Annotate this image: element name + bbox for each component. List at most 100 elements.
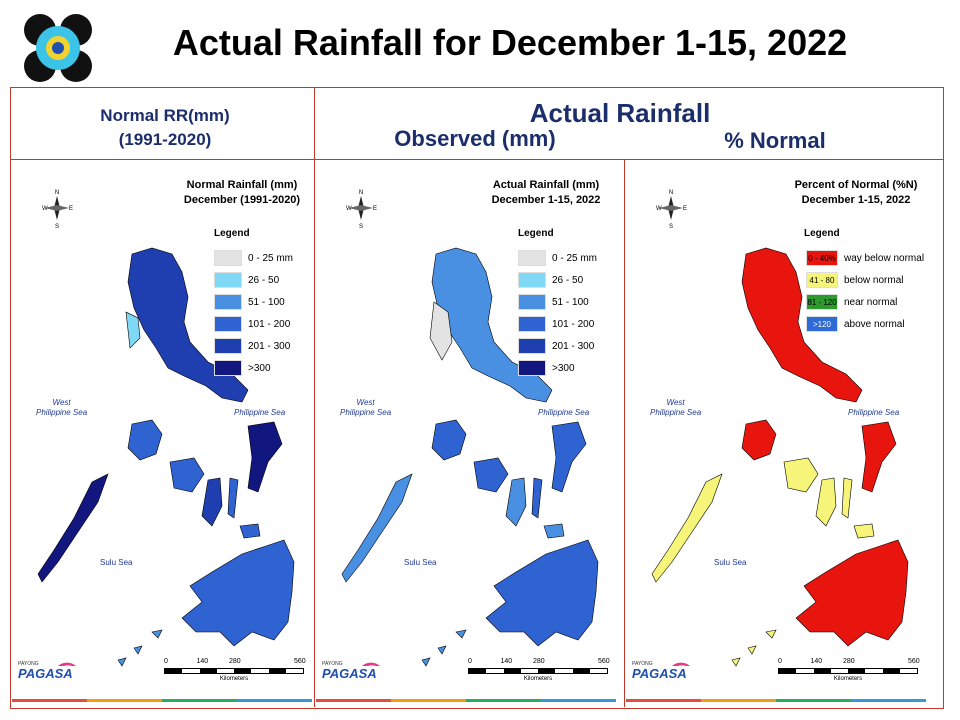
legend-label: 51 - 100 bbox=[248, 296, 285, 308]
actual-rainfall-header: Actual Rainfall bbox=[529, 98, 711, 128]
svg-text:PAGASA: PAGASA bbox=[632, 666, 687, 681]
brand-stripe bbox=[316, 699, 616, 702]
svg-text:W: W bbox=[656, 206, 662, 212]
island-shape bbox=[431, 419, 467, 461]
island-shape bbox=[531, 477, 543, 519]
svg-text:E: E bbox=[69, 206, 73, 212]
sea-label-east: Philippine Sea bbox=[234, 408, 286, 417]
island-shape bbox=[247, 421, 283, 493]
island-shape bbox=[795, 539, 909, 647]
island-shape bbox=[421, 657, 431, 667]
island-shape bbox=[747, 645, 757, 655]
svg-text:E: E bbox=[683, 206, 687, 212]
compass-rose-icon: N S W E bbox=[654, 188, 688, 232]
scale-bar: 0 140 280 560 Kilometers bbox=[164, 658, 306, 688]
island-shape bbox=[133, 645, 143, 655]
legend-item: 0 - 40% way below normal bbox=[806, 250, 924, 266]
svg-text:N: N bbox=[55, 190, 59, 196]
map-title: Percent of Normal (%N) December 1-15, 202… bbox=[786, 178, 926, 208]
legend-label: way below normal bbox=[844, 252, 925, 264]
island-shape bbox=[473, 457, 509, 493]
compass-rose-icon: N S W E bbox=[40, 188, 74, 232]
scale-tick: 0 bbox=[164, 658, 168, 665]
svg-text:PAYONG: PAYONG bbox=[632, 661, 653, 667]
island-shape bbox=[543, 523, 565, 539]
island-shape bbox=[551, 421, 587, 493]
sea-label-west: West Philippine Sea bbox=[650, 398, 702, 417]
island-shape bbox=[505, 477, 527, 527]
legend-swatch bbox=[214, 294, 242, 310]
legend-swatch bbox=[214, 316, 242, 332]
island-shape bbox=[127, 247, 249, 403]
pagasa-logo bbox=[22, 12, 94, 84]
legend-label: >300 bbox=[552, 362, 575, 374]
brand-stripe bbox=[626, 699, 926, 702]
scale-tick: 560 bbox=[908, 658, 920, 665]
legend-item: 51 - 100 bbox=[518, 294, 589, 310]
legend-swatch bbox=[214, 360, 242, 376]
legend-swatch bbox=[518, 338, 546, 354]
legend-swatch: 81 - 120 bbox=[806, 294, 838, 310]
divider bbox=[624, 160, 625, 707]
legend-label: below normal bbox=[844, 274, 904, 286]
svg-text:E: E bbox=[373, 206, 377, 212]
island-shape bbox=[765, 629, 777, 639]
payong-pagasa-logo: PAYONG PAGASA bbox=[632, 656, 692, 686]
island-shape bbox=[741, 419, 777, 461]
island-shape bbox=[151, 629, 163, 639]
map-title-line: Percent of Normal (%N) bbox=[794, 179, 918, 191]
page-title: Actual Rainfall for December 1-15, 2022 bbox=[172, 22, 848, 63]
island-shape bbox=[861, 421, 897, 493]
legend-swatch bbox=[518, 360, 546, 376]
island-shape bbox=[429, 301, 453, 361]
map-title: Actual Rainfall (mm) December 1-15, 2022 bbox=[476, 178, 616, 208]
island-shape bbox=[117, 657, 127, 667]
scale-tick: 280 bbox=[229, 658, 241, 665]
sea-label-west: West Philippine Sea bbox=[340, 398, 392, 417]
observed-header: Observed (mm) bbox=[394, 126, 556, 151]
island-shape bbox=[455, 629, 467, 639]
legend-swatch bbox=[518, 272, 546, 288]
legend-item: 26 - 50 bbox=[214, 272, 279, 288]
island-shape bbox=[37, 473, 109, 583]
legend-item: 201 - 300 bbox=[214, 338, 290, 354]
island-shape bbox=[127, 419, 163, 461]
legend-title: Legend bbox=[804, 228, 840, 239]
legend-swatch bbox=[518, 250, 546, 266]
actual-rainfall-map: N S W E Actual Rainfall (mm) December 1-15, 2… bbox=[316, 162, 616, 702]
percent-normal-header: % Normal bbox=[724, 128, 826, 153]
map-title-line: December 1-15, 2022 bbox=[801, 194, 911, 206]
scale-bar: 0 140 280 560 Kilometers bbox=[778, 658, 920, 688]
legend-swatch bbox=[214, 250, 242, 266]
legend-swatch bbox=[214, 338, 242, 354]
scale-tick: 0 bbox=[778, 658, 782, 665]
island-shape bbox=[815, 477, 837, 527]
divider bbox=[10, 159, 943, 160]
legend-label: 201 - 300 bbox=[552, 340, 595, 352]
normal-rainfall-map: N S W E Normal Rainfall (mm) December (1991-2… bbox=[12, 162, 312, 702]
svg-text:PAGASA: PAGASA bbox=[322, 666, 377, 681]
map-title-line: December (1991-2020) bbox=[183, 194, 301, 206]
scale-unit: Kilometers bbox=[523, 676, 553, 682]
legend-label: 101 - 200 bbox=[552, 318, 595, 330]
legend-item: 26 - 50 bbox=[518, 272, 583, 288]
scale-bar: 0 140 280 560 Kilometers bbox=[468, 658, 610, 688]
map-title-line: Actual Rainfall (mm) bbox=[492, 179, 600, 191]
island-shape bbox=[731, 657, 741, 667]
island-shape bbox=[651, 473, 723, 583]
svg-text:S: S bbox=[55, 224, 59, 230]
legend-item: 81 - 120 near normal bbox=[806, 294, 897, 310]
svg-text:PAYONG: PAYONG bbox=[322, 661, 343, 667]
island-shape bbox=[227, 477, 239, 519]
island-shape bbox=[437, 645, 447, 655]
scale-unit: Kilometers bbox=[833, 676, 863, 682]
legend-item: >120 above normal bbox=[806, 316, 905, 332]
legend-item: 201 - 300 bbox=[518, 338, 594, 354]
payong-pagasa-logo: PAYONG PAGASA bbox=[18, 656, 78, 686]
legend-label: 51 - 100 bbox=[552, 296, 589, 308]
scale-tick: 280 bbox=[533, 658, 545, 665]
scale-tick: 280 bbox=[843, 658, 855, 665]
legend-item: 101 - 200 bbox=[518, 316, 594, 332]
legend-label: 101 - 200 bbox=[248, 318, 291, 330]
map-title: Normal Rainfall (mm) December (1991-2020) bbox=[172, 178, 312, 208]
